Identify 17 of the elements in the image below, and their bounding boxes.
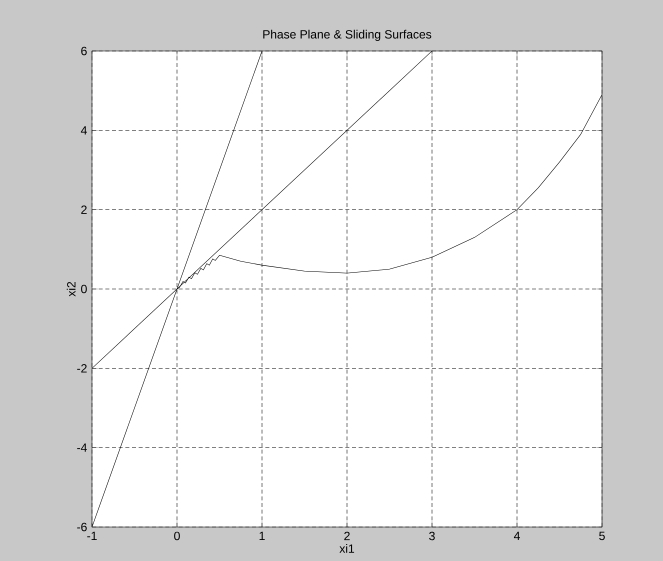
y-tick-label: -2 bbox=[77, 364, 87, 373]
x-tick-label: 3 bbox=[429, 532, 435, 540]
x-tick-label: 0 bbox=[174, 532, 180, 540]
chart-title: Phase Plane & Sliding Surfaces bbox=[263, 30, 432, 41]
x-tick-label: 1 bbox=[260, 532, 265, 540]
y-tick-label: 4 bbox=[80, 126, 87, 134]
x-tick-label: 5 bbox=[599, 532, 605, 540]
y-tick-label: 2 bbox=[81, 205, 87, 214]
x-tick-label: 2 bbox=[344, 532, 350, 540]
y-tick-label: 6 bbox=[81, 46, 87, 56]
y-tick-label: -4 bbox=[77, 444, 87, 452]
y-tick-label: 0 bbox=[81, 284, 87, 294]
y-tick-label: -6 bbox=[77, 522, 87, 532]
x-tick-label: 4 bbox=[514, 532, 520, 540]
x-axis-title: xi1 bbox=[339, 544, 354, 553]
x-tick-label: -1 bbox=[87, 532, 97, 540]
y-axis-title: xi2 bbox=[66, 282, 76, 297]
